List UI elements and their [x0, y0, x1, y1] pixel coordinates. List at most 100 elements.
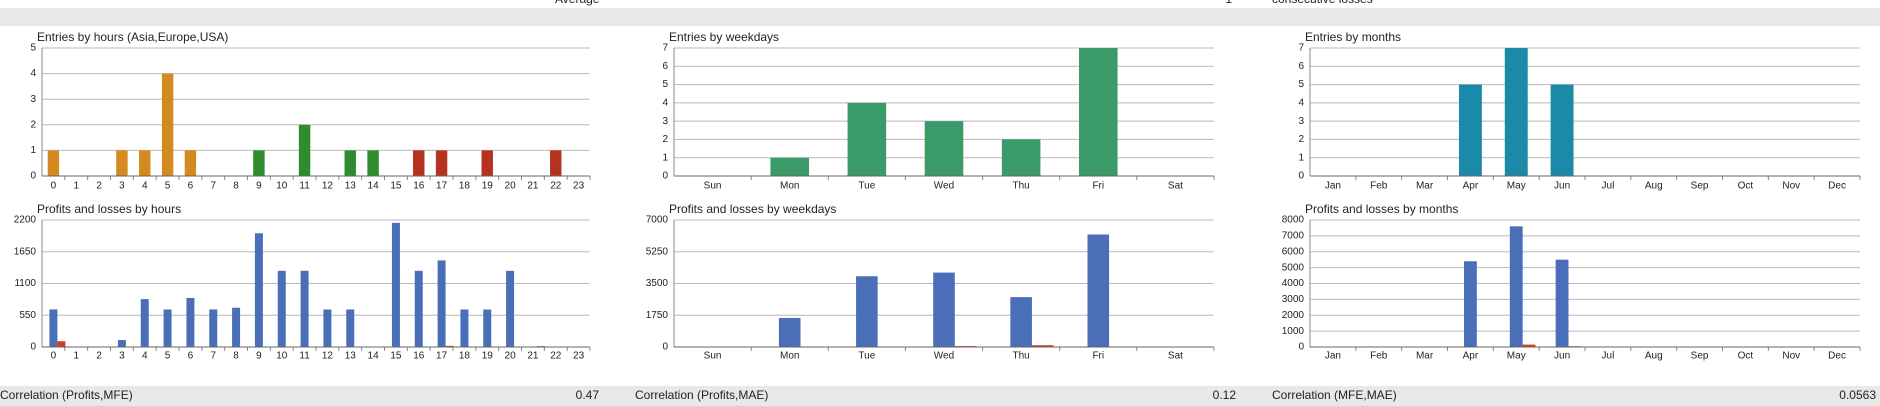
bar — [856, 276, 878, 347]
x-tick-label: 21 — [527, 181, 539, 192]
bar — [323, 309, 332, 347]
x-tick-label: 7 — [210, 351, 216, 362]
bar — [254, 233, 263, 347]
x-tick-label: 2 — [96, 181, 102, 192]
bar — [116, 150, 128, 176]
bar — [186, 297, 195, 347]
bar — [57, 341, 66, 347]
x-tick-label: 4 — [142, 351, 148, 362]
footer-value: 0.0563 — [1839, 388, 1876, 402]
y-tick-label: 0 — [1298, 342, 1304, 353]
bar — [47, 150, 60, 176]
y-tick-label: 6 — [662, 61, 668, 72]
y-tick-label: 3000 — [1282, 294, 1305, 305]
bar — [209, 309, 218, 347]
x-tick-label: 0 — [51, 181, 57, 192]
x-tick-label: Jul — [1602, 351, 1615, 362]
bar — [140, 299, 149, 347]
bar — [1079, 48, 1118, 176]
y-tick-label: 0 — [662, 342, 668, 353]
x-tick-label: Sep — [1691, 181, 1709, 192]
x-tick-label: Tue — [858, 351, 875, 362]
bar — [1555, 259, 1569, 347]
bar — [1504, 48, 1528, 176]
y-tick-label: 3 — [1298, 116, 1304, 127]
y-tick-label: 6000 — [1282, 246, 1305, 257]
x-tick-label: 8 — [233, 351, 239, 362]
y-tick-label: 4000 — [1282, 278, 1305, 289]
footer-label: Correlation (Profits,MAE) — [635, 388, 768, 402]
bar — [770, 157, 809, 176]
bar — [277, 270, 286, 347]
x-tick-label: 17 — [436, 351, 448, 362]
x-tick-label: Sun — [704, 351, 722, 362]
chart-title: Entries by months — [1305, 30, 1401, 44]
y-tick-label: 5000 — [1282, 262, 1305, 273]
bar — [253, 150, 265, 176]
footer-value: 0.47 — [576, 388, 600, 402]
x-tick-label: 6 — [188, 181, 194, 192]
x-tick-label: 18 — [459, 351, 471, 362]
x-tick-label: 5 — [165, 351, 171, 362]
x-tick-label: Nov — [1782, 351, 1800, 362]
bar — [847, 102, 887, 176]
x-tick-label: Aug — [1645, 181, 1663, 192]
y-tick-label: 2 — [30, 119, 36, 130]
y-tick-label: 1 — [1298, 152, 1304, 163]
y-tick-label: 1650 — [14, 246, 37, 257]
x-tick-label: Mon — [780, 351, 799, 362]
x-tick-label: Wed — [934, 351, 954, 362]
bar — [184, 150, 197, 176]
x-tick-label: 18 — [459, 181, 471, 192]
x-tick-label: Apr — [1463, 351, 1479, 362]
footer-label: Correlation (MFE,MAE) — [1272, 388, 1397, 402]
y-tick-label: 550 — [19, 310, 36, 321]
bar — [1010, 297, 1032, 347]
x-tick-label: 12 — [322, 351, 334, 362]
bar — [367, 150, 379, 176]
bar — [1550, 84, 1574, 176]
x-tick-label: Tue — [858, 181, 875, 192]
x-tick-label: 7 — [210, 181, 216, 192]
y-tick-label: 4 — [30, 68, 36, 79]
x-tick-label: Sep — [1691, 351, 1709, 362]
x-tick-label: 19 — [482, 351, 494, 362]
x-tick-label: 20 — [505, 181, 517, 192]
chart-title: Profits and losses by hours — [37, 202, 181, 216]
footer-label: Correlation (Profits,MFE) — [0, 388, 133, 402]
x-tick-label: Jun — [1554, 181, 1570, 192]
x-tick-label: Mar — [1416, 181, 1434, 192]
x-tick-label: 14 — [368, 181, 380, 192]
x-tick-label: Dec — [1828, 351, 1846, 362]
header-right: consecutive losses — [1272, 0, 1373, 6]
y-tick-label: 3 — [662, 116, 668, 127]
bar — [1522, 344, 1536, 347]
y-tick-label: 5250 — [646, 246, 669, 257]
y-tick-label: 0 — [1298, 171, 1304, 182]
x-tick-label: 16 — [413, 181, 425, 192]
x-tick-label: Jun — [1554, 351, 1570, 362]
x-tick-label: 23 — [573, 181, 585, 192]
x-tick-label: Feb — [1370, 351, 1388, 362]
x-tick-label: Jul — [1602, 181, 1615, 192]
y-tick-label: 2000 — [1282, 310, 1305, 321]
bar — [1509, 226, 1523, 347]
bar — [1458, 84, 1482, 176]
y-tick-label: 7000 — [1282, 231, 1305, 242]
bar — [506, 270, 515, 347]
x-tick-label: Fri — [1092, 181, 1104, 192]
y-tick-label: 3500 — [646, 278, 669, 289]
x-tick-label: Sun — [704, 181, 722, 192]
y-tick-label: 1 — [30, 145, 36, 156]
x-tick-label: 13 — [345, 351, 357, 362]
y-tick-label: 6 — [1298, 61, 1304, 72]
y-tick-label: 3 — [30, 94, 36, 105]
bar — [483, 309, 492, 347]
bar — [1464, 261, 1477, 347]
x-tick-label: 11 — [299, 181, 310, 192]
header-value: 1 — [1225, 0, 1232, 6]
x-tick-label: Nov — [1782, 181, 1800, 192]
x-tick-label: 19 — [482, 181, 494, 192]
